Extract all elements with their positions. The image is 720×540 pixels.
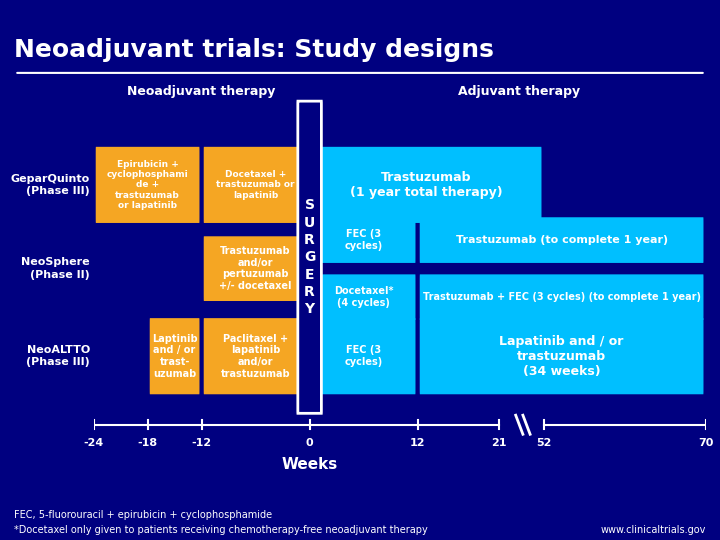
Text: www.clinicaltrials.gov: www.clinicaltrials.gov (600, 525, 706, 535)
Text: GeparQuinto
(Phase III): GeparQuinto (Phase III) (11, 174, 90, 196)
Text: -18: -18 (138, 438, 158, 448)
Text: 0: 0 (306, 438, 313, 448)
FancyBboxPatch shape (420, 217, 703, 263)
FancyBboxPatch shape (150, 318, 199, 394)
Text: Laptinib
and / or
trast-
uzumab: Laptinib and / or trast- uzumab (152, 334, 197, 379)
Text: Trastuzumab
(1 year total therapy): Trastuzumab (1 year total therapy) (351, 171, 503, 199)
Text: Paclitaxel +
lapatinib
and/or
trastuzumab: Paclitaxel + lapatinib and/or trastuzuma… (221, 334, 290, 379)
FancyBboxPatch shape (420, 274, 703, 320)
Text: FEC, 5-fluorouracil + epirubicin + cyclophosphamide: FEC, 5-fluorouracil + epirubicin + cyclo… (14, 510, 273, 521)
Text: Adjuvant therapy: Adjuvant therapy (458, 85, 580, 98)
Text: FEC (3
cycles): FEC (3 cycles) (344, 346, 383, 367)
Text: Epirubicin +
cyclophosphami
de +
trastuzumab
or lapatinib: Epirubicin + cyclophosphami de + trastuz… (107, 160, 189, 210)
Text: Trastuzumab
and/or
pertuzumab
+/- docetaxel: Trastuzumab and/or pertuzumab +/- doceta… (220, 246, 292, 291)
Text: Neoadjuvant trials: Study designs: Neoadjuvant trials: Study designs (14, 38, 494, 62)
Text: *Docetaxel only given to patients receiving chemotherapy-free neoadjuvant therap: *Docetaxel only given to patients receiv… (14, 525, 428, 535)
FancyBboxPatch shape (312, 274, 415, 320)
FancyBboxPatch shape (204, 318, 307, 394)
Text: 70: 70 (698, 438, 714, 448)
FancyBboxPatch shape (312, 318, 415, 394)
Text: Weeks: Weeks (282, 457, 338, 472)
Text: 12: 12 (410, 438, 426, 448)
Text: -24: -24 (84, 438, 104, 448)
Text: NeoSphere
(Phase II): NeoSphere (Phase II) (22, 258, 90, 280)
Text: 21: 21 (491, 438, 506, 448)
FancyBboxPatch shape (312, 147, 541, 223)
Text: Lapatinib and / or
trastuzumab
(34 weeks): Lapatinib and / or trastuzumab (34 weeks… (500, 335, 624, 377)
Text: Trastuzumab + FEC (3 cycles) (to complete 1 year): Trastuzumab + FEC (3 cycles) (to complet… (423, 292, 701, 302)
Text: -12: -12 (192, 438, 212, 448)
Text: Trastuzumab (to complete 1 year): Trastuzumab (to complete 1 year) (456, 235, 667, 245)
Text: Docetaxel +
trastuzumab or
lapatinib: Docetaxel + trastuzumab or lapatinib (216, 170, 295, 200)
Text: FEC (3
cycles): FEC (3 cycles) (344, 230, 383, 251)
Text: S
U
R
G
E
R
Y: S U R G E R Y (304, 198, 315, 316)
Text: Docetaxel*
(4 cycles): Docetaxel* (4 cycles) (334, 286, 393, 308)
FancyBboxPatch shape (312, 217, 415, 263)
FancyBboxPatch shape (204, 237, 307, 301)
Text: NeoALTTO
(Phase III): NeoALTTO (Phase III) (26, 345, 90, 367)
FancyBboxPatch shape (96, 147, 199, 223)
Text: Neoadjuvant therapy: Neoadjuvant therapy (127, 85, 276, 98)
FancyBboxPatch shape (204, 147, 307, 223)
Text: 52: 52 (536, 438, 552, 448)
FancyBboxPatch shape (298, 101, 321, 413)
FancyBboxPatch shape (420, 318, 703, 394)
